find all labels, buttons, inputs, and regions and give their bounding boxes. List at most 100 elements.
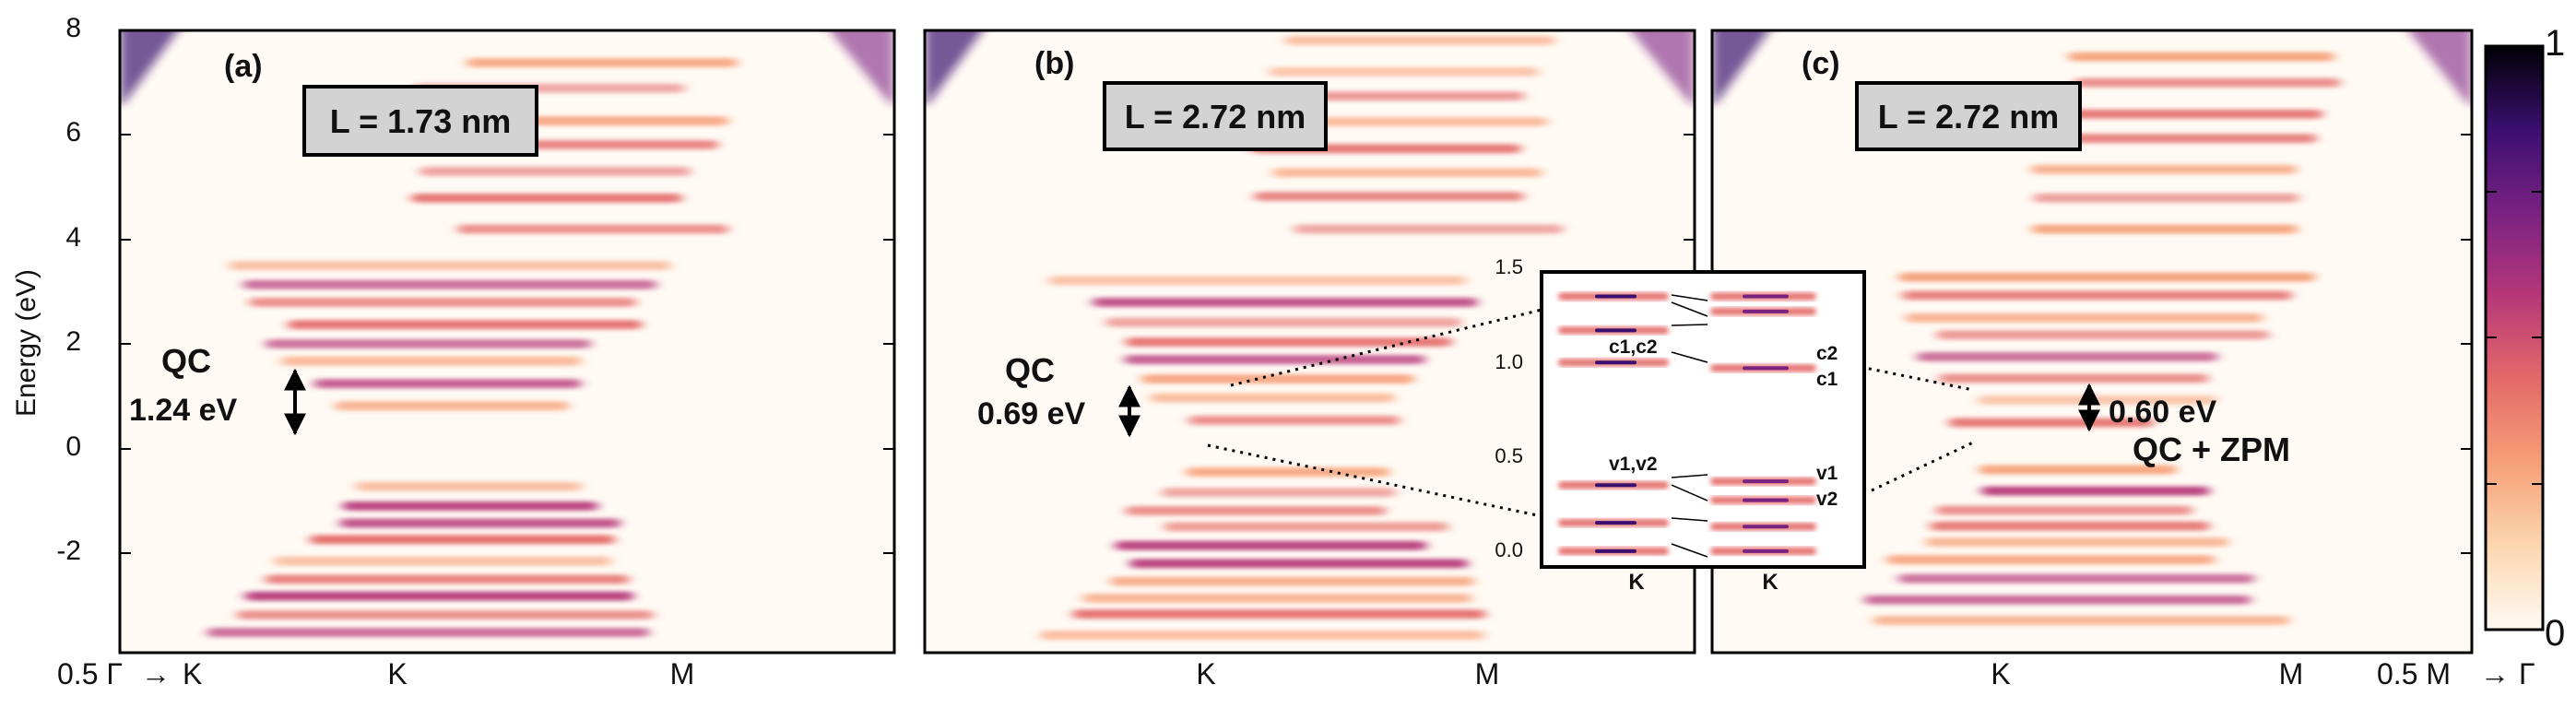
length-box-b: L = 2.72 nm [1103,81,1328,151]
heat-streak [467,57,739,67]
heat-streak [1873,616,2290,626]
heat-streak [1186,467,1390,478]
heat-streak [1269,66,1539,77]
inset-ytick-label: 1.5 [1495,255,1523,278]
length-box-a: L = 1.73 nm [302,85,538,157]
heat-streak [1124,354,1425,364]
ytick-label: 2 [65,326,81,357]
heat-streak [242,279,657,289]
xtick-label-a-m: M [670,657,695,690]
colorbar-min-label: 0 [2545,613,2565,654]
length-label-b: L = 2.72 nm [1125,98,1306,136]
heat-corner [1712,30,1769,110]
panel-a-spectral-map [120,30,894,637]
inset-level-right-core [1743,498,1789,502]
heat-corner [1630,30,1695,110]
heat-streak [1939,373,2209,384]
inset-level-left-core [1595,483,1637,488]
heat-streak [236,610,654,620]
gap-value-b: 0.69 eV [977,396,1086,431]
heat-streak [1141,373,1414,384]
heat-streak [274,556,611,566]
gap-value-a: 1.24 eV [129,393,238,428]
xtick-label-c-k: K [1991,657,2010,690]
inset-level-right-core [1743,525,1789,529]
heat-streak [1125,505,1387,515]
inset-label-v2: v2 [1816,489,1837,510]
heat-streak [1082,593,1472,603]
heat-streak [207,627,650,637]
xtick-label-a-k1: K [183,657,202,690]
heat-streak [1162,488,1396,498]
inset-label-c2: c2 [1816,343,1837,364]
heat-streak [1925,537,2229,547]
inset-ytick-label: 1.0 [1495,350,1523,373]
inset-xtick-label: K [1762,570,1778,595]
panel-a-label: (a) [224,49,263,84]
inset-level-left-core [1595,549,1637,553]
x-axis: 0.5 Γ → K K M K M K M 0.5 M → Γ [57,657,2535,690]
heat-streak [244,591,634,601]
heat-streak [1936,330,2269,340]
heat-streak [1093,297,1478,307]
xtick-label-c-end: 0.5 M [2377,657,2451,690]
heat-streak [2068,52,2334,62]
heat-streak [1948,418,2155,428]
inset-label-v1: v1 [1816,463,1838,484]
heat-streak [1105,317,1461,327]
heat-streak [1930,521,2210,531]
heat-streak [1048,276,1466,286]
inset-level-left-core [1595,294,1637,299]
ytick-label: 0 [65,431,81,462]
inset-levels [1558,292,1816,555]
panel-b-spectral-map [925,30,1695,641]
inset-label-c1: c1 [1816,369,1838,390]
xtick-label-a-start: 0.5 Γ [57,657,123,690]
heat-streak [2033,193,2299,203]
heat-streak [2056,109,2323,119]
panel-c-spectral-map [1712,30,2472,626]
panel-b-label: (b) [1034,46,1074,81]
gap-annotation-c: 0.60 eV QC + ZPM [2078,383,2290,468]
inset-ytick-label: 0.0 [1495,538,1523,561]
heat-streak [280,356,582,366]
xtick-label-c-gamma: Γ [2519,657,2535,690]
gap-annotation-a: QC 1.24 eV [129,342,306,436]
inset-frame [1540,270,1866,569]
heat-streak [1905,313,2263,323]
heat-streak [2050,134,2317,144]
xtick-arrow-a: → [141,657,171,690]
heat-streak [335,401,569,411]
inset-level-right-core [1743,549,1789,553]
inset: 1.5 1.0 0.5 0.0 K K c1,c2 v1,v2 c2 c1 v1… [1495,255,1866,595]
y-axis: 8 6 4 2 0 -2 Energy (eV) [11,13,81,566]
heat-streak [1109,576,1475,586]
heat-streak [457,224,729,234]
inset-level-right-core [1743,366,1789,371]
heat-streak [1897,573,2254,584]
heat-streak [1979,465,2177,475]
inset-label-c1c2: c1,c2 [1609,336,1658,358]
heat-streak [2030,164,2298,174]
gap-value-c: 0.60 eV [2109,395,2217,430]
heat-streak [1039,631,1484,641]
heat-corner [2408,30,2472,110]
inset-xtick-label: K [1628,570,1645,595]
xtick-label-b-m: M [1475,657,1500,690]
heat-streak [1125,337,1452,348]
heat-streak [2031,224,2298,234]
gap-annotation-b: QC 0.69 eV [977,351,1140,438]
heat-streak [339,518,620,528]
panel-c-label: (c) [1802,46,1840,81]
inset-leader-lines [1207,308,1974,518]
heat-streak [1980,486,2210,496]
gap-label-b: QC [1005,351,1055,389]
inset-level-right-core [1743,309,1789,313]
heat-corner [830,30,894,110]
heat-streak [1886,555,2216,565]
tick-marks [120,30,2472,554]
heat-streak [1188,415,1400,425]
length-label-c: L = 2.72 nm [1878,98,2059,136]
heat-streak [1254,191,1524,201]
